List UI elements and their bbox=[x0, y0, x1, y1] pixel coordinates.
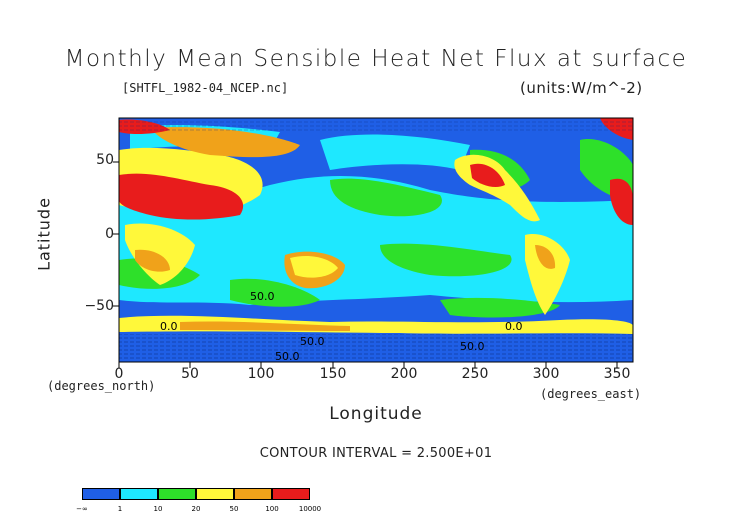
x-tick-label: 300 bbox=[532, 366, 560, 382]
high-flux-region bbox=[610, 178, 633, 225]
contour-label: 50.0 bbox=[460, 340, 485, 353]
legend-label: 10 bbox=[153, 505, 163, 513]
high-flux-region bbox=[470, 163, 505, 188]
africa-region bbox=[125, 223, 195, 285]
elevated-flux-band bbox=[180, 321, 350, 331]
contour-label: 0.0 bbox=[160, 320, 178, 333]
x-tick-label: 250 bbox=[461, 366, 489, 382]
chart-title: Monthly Mean Sensible Heat Net Flux at s… bbox=[64, 46, 688, 72]
legend-label: 100 bbox=[265, 505, 279, 513]
legend-label: −∞ bbox=[76, 505, 88, 513]
y-tick-label: −50 bbox=[84, 298, 114, 314]
low-flux-band bbox=[119, 175, 633, 305]
legend-swatch bbox=[120, 488, 158, 500]
contour-interval-label: CONTOUR INTERVAL = 2.500E+01 bbox=[259, 446, 493, 461]
elevated-flux-region bbox=[150, 127, 300, 158]
moderate-flux-patch bbox=[380, 243, 512, 277]
x-tick-label: 150 bbox=[319, 366, 347, 382]
axis-ticks bbox=[113, 161, 618, 368]
legend-swatch bbox=[196, 488, 234, 500]
x-tick-label: 50 bbox=[181, 366, 199, 382]
contour-lines bbox=[119, 118, 633, 132]
plot-frame bbox=[118, 117, 634, 363]
legend-label: 50 bbox=[229, 505, 239, 513]
x-axis-unit-label: (degrees_east) bbox=[540, 387, 642, 401]
low-flux-north-pacific bbox=[320, 134, 470, 170]
y-tick-label: 0 bbox=[105, 226, 114, 242]
x-axis-title: Longitude bbox=[329, 404, 423, 424]
contour-label: 50.0 bbox=[275, 350, 300, 363]
units-label: (units:W/m^-2) bbox=[520, 79, 643, 97]
x-tick-label: 0 bbox=[114, 366, 124, 382]
elevated-flux-region bbox=[535, 245, 556, 269]
legend-swatch bbox=[234, 488, 272, 500]
y-axis-unit-label: (degrees_north) bbox=[47, 379, 156, 393]
legend-label: 1 bbox=[117, 505, 123, 513]
legend-swatch bbox=[82, 488, 120, 500]
legend-label: 20 bbox=[191, 505, 201, 513]
moderate-high-region bbox=[290, 256, 338, 278]
x-tick-label: 200 bbox=[390, 366, 418, 382]
contour-label: 50.0 bbox=[300, 335, 325, 348]
elevated-flux-region bbox=[135, 249, 170, 272]
moderate-flux-patch bbox=[230, 278, 320, 307]
y-tick-label: 50 bbox=[96, 152, 114, 168]
legend-label: 10000 bbox=[298, 505, 322, 513]
moderate-flux-patch bbox=[330, 178, 442, 217]
legend-swatch bbox=[272, 488, 310, 500]
contour-label: 50.0 bbox=[250, 290, 275, 303]
x-tick-label: 350 bbox=[603, 366, 631, 382]
moderate-flux-patch bbox=[440, 297, 560, 318]
contour-lines bbox=[119, 334, 633, 362]
south-america-region bbox=[525, 234, 570, 315]
x-tick-label: 100 bbox=[247, 366, 275, 382]
file-name-label: [SHTFL_1982-04_NCEP.nc] bbox=[122, 81, 289, 95]
contour-label: 0.0 bbox=[505, 320, 523, 333]
legend-swatch bbox=[158, 488, 196, 500]
high-flux-region bbox=[119, 173, 244, 220]
